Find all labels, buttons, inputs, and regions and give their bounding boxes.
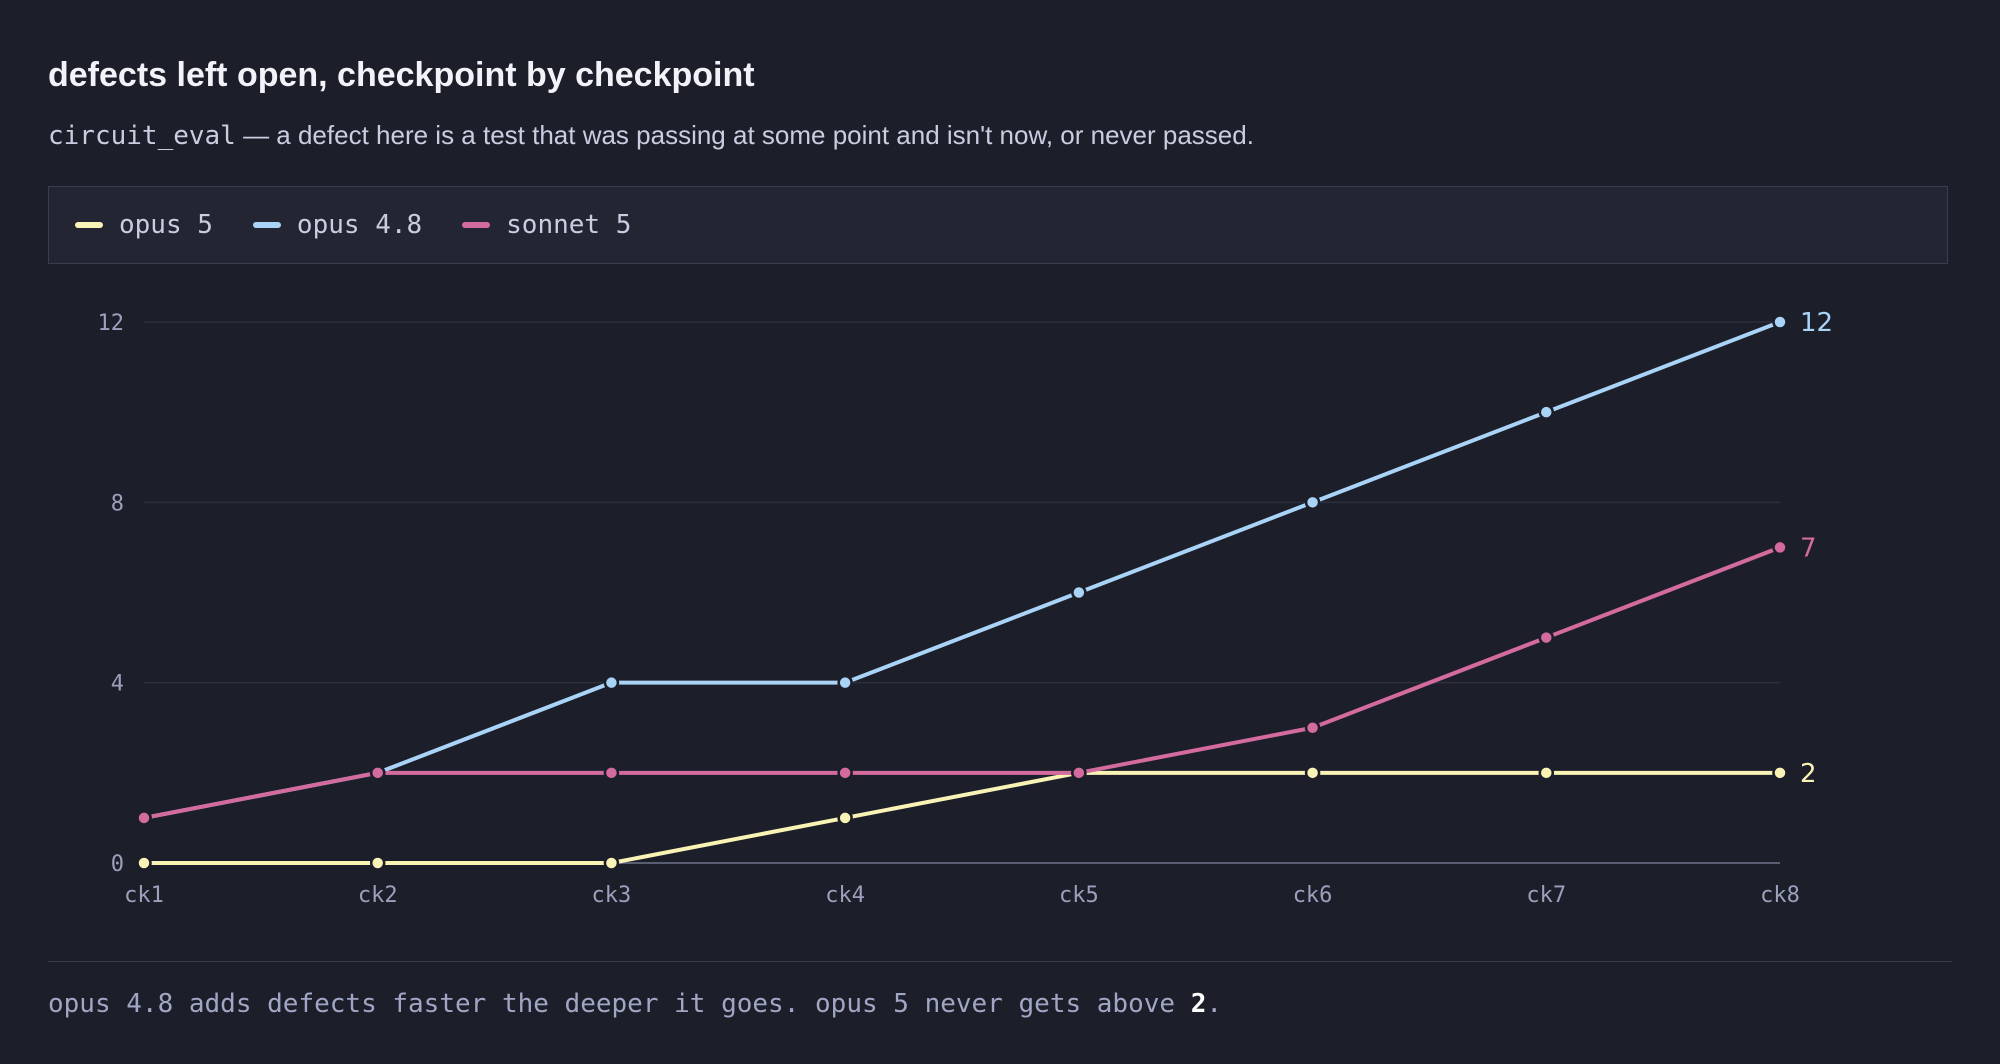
legend-swatch-opus-5 — [75, 222, 103, 228]
data-point-opus-5 — [1304, 765, 1321, 781]
data-point-sonnet-5 — [1304, 720, 1321, 736]
x-tick-label: ck1 — [124, 883, 164, 908]
data-point-opus-5 — [1772, 765, 1788, 781]
data-point-opus-4-8 — [1071, 584, 1087, 601]
y-tick-label: 12 — [98, 311, 125, 336]
series-line-opus-4-8 — [142, 320, 1782, 820]
data-point-sonnet-5 — [136, 810, 152, 826]
data-point-opus-4-8 — [603, 674, 620, 691]
x-tick-label: ck8 — [1760, 883, 1800, 908]
end-label-opus-4-8: 12 — [1800, 308, 1833, 338]
data-point-opus-4-8 — [1538, 404, 1555, 420]
x-tick-label: ck4 — [825, 883, 865, 908]
legend-label-opus-4-8: opus 4.8 — [296, 210, 423, 240]
series-line-sonnet-5 — [142, 545, 1782, 820]
data-point-opus-4-8 — [1304, 494, 1321, 511]
subtitle-text: — a defect here is a test that was passi… — [235, 120, 1254, 150]
chart-title: defects left open, checkpoint by checkpo… — [48, 56, 755, 94]
footnote-highlight: 2 — [1190, 989, 1207, 1019]
footnote-text: opus 4.8 adds defects faster the deeper … — [48, 989, 1191, 1019]
footer-divider — [48, 961, 1952, 962]
y-tick-label: 4 — [111, 672, 124, 697]
x-tick-label: ck6 — [1293, 883, 1333, 908]
data-point-opus-4-8 — [1772, 314, 1788, 330]
legend-swatch-opus-4-8 — [252, 222, 281, 228]
legend-item-opus-5: opus 5 — [75, 210, 213, 240]
data-point-opus-5 — [837, 810, 853, 826]
y-tick-label: 0 — [111, 852, 124, 877]
footnote-end: . — [1206, 989, 1223, 1019]
data-point-sonnet-5 — [1538, 629, 1555, 646]
chart-footnote: opus 4.8 adds defects faster the deeper … — [48, 989, 1222, 1019]
data-point-opus-5 — [136, 855, 152, 871]
legend-swatch-sonnet-5 — [462, 222, 491, 228]
legend-label-sonnet-5: sonnet 5 — [506, 210, 632, 240]
data-point-opus-4-8 — [837, 674, 853, 691]
legend-label-opus-5: opus 5 — [119, 210, 213, 240]
chart-subtitle: circuit_eval — a defect here is a test t… — [48, 120, 1254, 151]
data-point-opus-5 — [1538, 765, 1555, 781]
end-label-sonnet-5: 7 — [1800, 533, 1817, 563]
x-tick-label: ck5 — [1059, 883, 1099, 908]
data-point-sonnet-5 — [603, 765, 620, 781]
y-tick-label: 8 — [111, 491, 124, 516]
chart-legend: opus 5 opus 4.8 sonnet 5 — [48, 186, 1948, 264]
data-point-sonnet-5 — [369, 765, 386, 781]
data-point-opus-5 — [369, 855, 386, 871]
end-label-opus-5: 2 — [1800, 759, 1817, 789]
x-tick-label: ck2 — [358, 883, 398, 908]
series-line-opus-5 — [142, 770, 1782, 865]
legend-item-sonnet-5: sonnet 5 — [462, 210, 631, 240]
data-point-sonnet-5 — [1071, 765, 1087, 781]
data-point-opus-5 — [603, 855, 620, 871]
legend-item-opus-4-8: opus 4.8 — [252, 210, 423, 240]
data-point-sonnet-5 — [1772, 539, 1788, 556]
data-point-sonnet-5 — [837, 765, 853, 781]
line-chart: 0 4 8 12 ck1 ck2 ck3 ck4 ck5 ck6 ck7 ck8 2 12 7 — [98, 308, 1834, 908]
subtitle-code: circuit_eval — [48, 121, 236, 151]
x-tick-label: ck7 — [1526, 883, 1566, 908]
x-tick-label: ck3 — [592, 883, 632, 908]
